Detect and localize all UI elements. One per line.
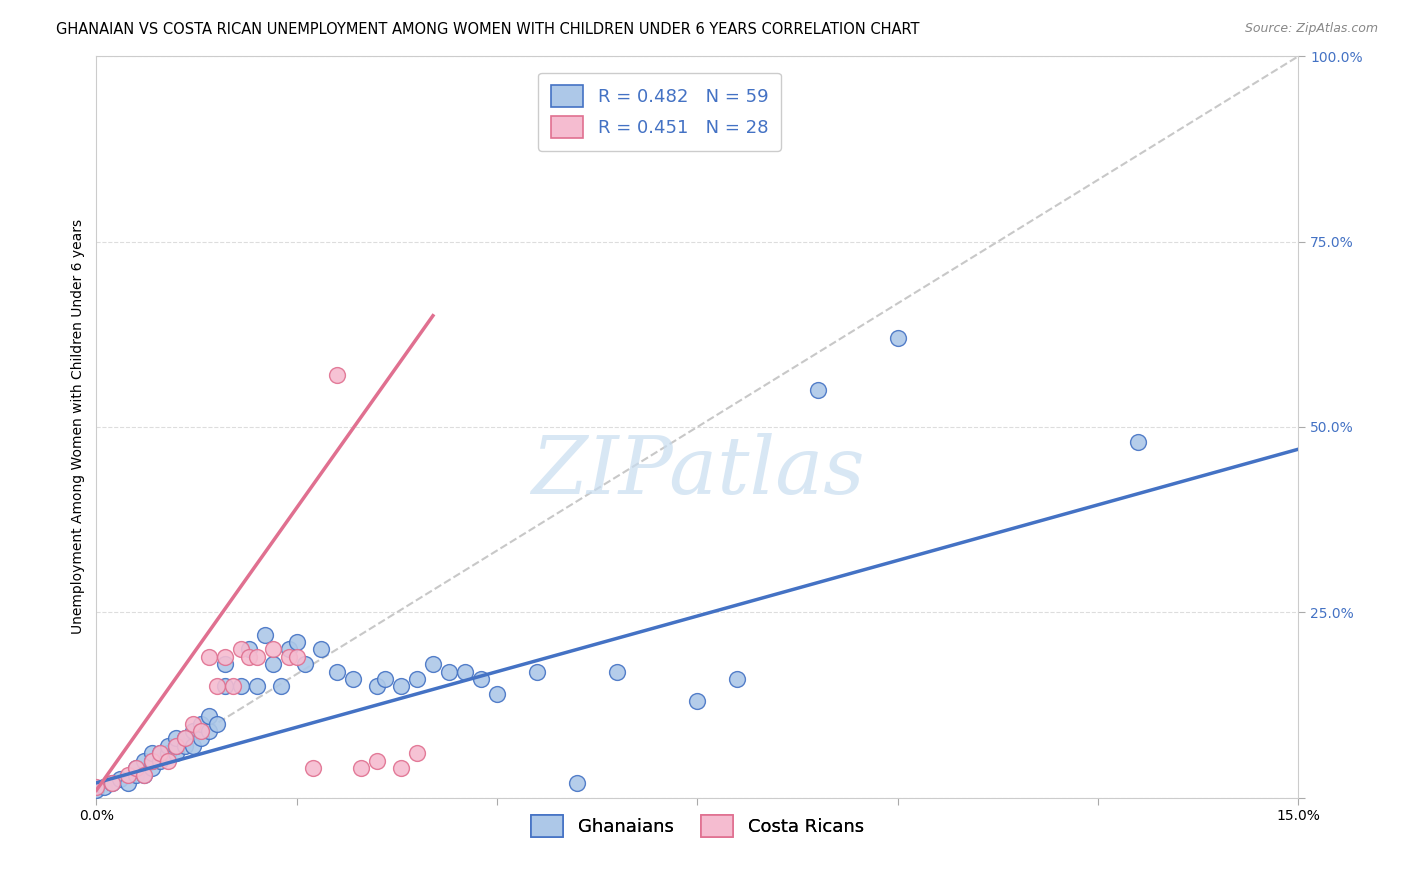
Point xyxy=(374,672,396,686)
Point xyxy=(181,716,204,731)
Point xyxy=(526,665,548,679)
Point xyxy=(686,694,709,708)
Point xyxy=(125,761,148,775)
Point xyxy=(166,739,188,753)
Point xyxy=(350,761,373,775)
Point xyxy=(149,746,172,760)
Point xyxy=(181,739,204,753)
Point xyxy=(134,768,156,782)
Point xyxy=(567,776,589,790)
Point xyxy=(253,627,276,641)
Point xyxy=(887,331,910,345)
Point xyxy=(197,709,219,723)
Point xyxy=(190,716,212,731)
Point xyxy=(86,783,108,797)
Point xyxy=(93,780,115,794)
Point xyxy=(606,665,628,679)
Point xyxy=(214,680,236,694)
Point xyxy=(197,649,219,664)
Point xyxy=(326,368,349,382)
Legend: Ghanaians, Costa Ricans: Ghanaians, Costa Ricans xyxy=(523,808,872,844)
Point xyxy=(229,680,252,694)
Point xyxy=(205,716,228,731)
Point xyxy=(205,680,228,694)
Point xyxy=(190,723,212,738)
Point xyxy=(101,776,124,790)
Point xyxy=(134,768,156,782)
Point xyxy=(157,739,180,753)
Point xyxy=(366,680,388,694)
Point xyxy=(125,768,148,782)
Point xyxy=(277,642,299,657)
Point xyxy=(221,680,243,694)
Point xyxy=(197,723,219,738)
Point xyxy=(214,657,236,672)
Point xyxy=(246,680,269,694)
Point xyxy=(173,731,195,746)
Point xyxy=(406,672,429,686)
Text: Source: ZipAtlas.com: Source: ZipAtlas.com xyxy=(1244,22,1378,36)
Point xyxy=(101,776,124,790)
Point xyxy=(157,754,180,768)
Point xyxy=(406,746,429,760)
Point xyxy=(389,680,412,694)
Point xyxy=(149,746,172,760)
Point xyxy=(246,649,269,664)
Point xyxy=(238,649,260,664)
Point xyxy=(454,665,477,679)
Point xyxy=(301,761,323,775)
Point xyxy=(486,687,509,701)
Point xyxy=(1128,434,1150,449)
Point xyxy=(173,731,195,746)
Point xyxy=(285,635,308,649)
Point xyxy=(141,746,163,760)
Text: GHANAIAN VS COSTA RICAN UNEMPLOYMENT AMONG WOMEN WITH CHILDREN UNDER 6 YEARS COR: GHANAIAN VS COSTA RICAN UNEMPLOYMENT AMO… xyxy=(56,22,920,37)
Point xyxy=(309,642,332,657)
Point xyxy=(389,761,412,775)
Point xyxy=(190,731,212,746)
Point xyxy=(141,754,163,768)
Point xyxy=(294,657,316,672)
Point xyxy=(270,680,292,694)
Point xyxy=(86,780,108,794)
Point xyxy=(181,723,204,738)
Y-axis label: Unemployment Among Women with Children Under 6 years: Unemployment Among Women with Children U… xyxy=(72,219,86,634)
Point xyxy=(214,649,236,664)
Point xyxy=(342,672,364,686)
Point xyxy=(422,657,444,672)
Point xyxy=(262,657,284,672)
Text: ZIPatlas: ZIPatlas xyxy=(530,433,865,510)
Point xyxy=(166,746,188,760)
Point xyxy=(173,739,195,753)
Point xyxy=(229,642,252,657)
Point xyxy=(125,761,148,775)
Point xyxy=(117,768,139,782)
Point xyxy=(807,383,830,397)
Point xyxy=(262,642,284,657)
Point xyxy=(238,642,260,657)
Point xyxy=(326,665,349,679)
Point xyxy=(166,731,188,746)
Point xyxy=(366,754,388,768)
Point xyxy=(437,665,460,679)
Point xyxy=(166,739,188,753)
Point xyxy=(149,754,172,768)
Point xyxy=(141,761,163,775)
Point xyxy=(134,754,156,768)
Point xyxy=(470,672,492,686)
Point xyxy=(157,746,180,760)
Point xyxy=(727,672,749,686)
Point xyxy=(110,772,132,786)
Point xyxy=(141,754,163,768)
Point xyxy=(285,649,308,664)
Point xyxy=(117,776,139,790)
Point xyxy=(277,649,299,664)
